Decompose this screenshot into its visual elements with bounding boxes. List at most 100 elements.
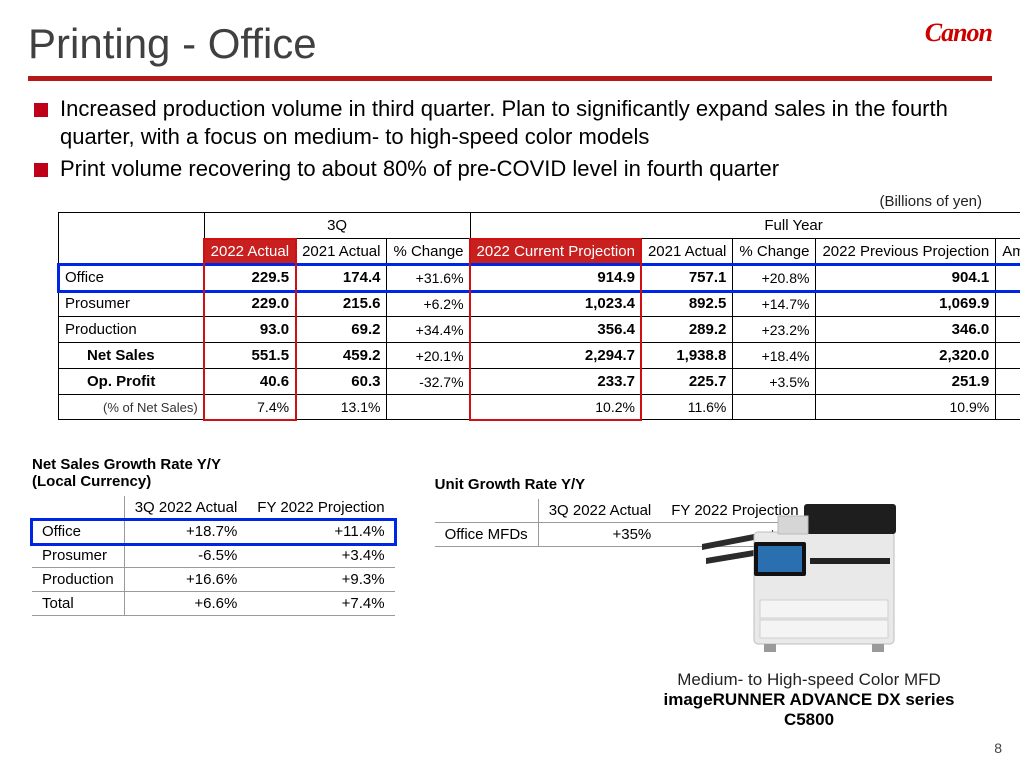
table-row: Prosumer-6.5%+3.4% <box>32 544 395 568</box>
group-header-fy: Full Year <box>470 213 1020 239</box>
col-pct-change-3q: % Change <box>387 239 470 265</box>
cell: 251.9 <box>816 369 996 395</box>
row-label: Prosumer <box>32 544 124 568</box>
cell: 1,069.9 <box>816 291 996 317</box>
cell: 229.0 <box>204 291 295 317</box>
cell: 2,294.7 <box>470 343 641 369</box>
col-2022-actual-3q: 2022 Actual <box>204 239 295 265</box>
cell: -32.7% <box>387 369 470 395</box>
col-label: 2022 Current Projection <box>477 243 635 260</box>
cell: +3.5% <box>733 369 816 395</box>
cell: 174.4 <box>296 265 387 291</box>
slide: Canon Printing - Office Increased produc… <box>0 0 1020 764</box>
cell: 289.2 <box>641 317 732 343</box>
financial-table: 3Q Full Year 2022 Actual 2021 Actual % C… <box>58 212 1020 420</box>
cell: 892.5 <box>641 291 732 317</box>
col-2022-prev-proj: 2022 Previous Projection <box>816 239 996 265</box>
table-row: Office229.5174.4+31.6%914.9757.1+20.8%90… <box>59 265 1020 291</box>
cell: 757.1 <box>641 265 732 291</box>
brand-logo: Canon <box>925 18 992 48</box>
cell: +20.1% <box>387 343 470 369</box>
row-label: Office <box>32 520 124 544</box>
row-label: Production <box>32 568 124 592</box>
cell <box>387 395 470 420</box>
cell <box>996 395 1020 420</box>
cell: +10.8 <box>996 265 1020 291</box>
table-row: Production93.069.2+34.4%356.4289.2+23.2%… <box>59 317 1020 343</box>
col-2022-proj-fy: 2022 Current Projection <box>470 239 641 265</box>
cell: 93.0 <box>204 317 295 343</box>
col-2021-actual-3q: 2021 Actual <box>296 239 387 265</box>
table-row: Prosumer229.0215.6+6.2%1,023.4892.5+14.7… <box>59 291 1020 317</box>
col-label: 2021 Actual <box>648 243 726 260</box>
bullet-item: Increased production volume in third qua… <box>34 95 992 151</box>
bullet-text: Increased production volume in third qua… <box>60 95 992 151</box>
cell: 229.5 <box>204 265 295 291</box>
group-header-3q: 3Q <box>204 213 470 239</box>
unit-note: (Billions of yen) <box>28 193 982 210</box>
cell: +7.4% <box>247 592 394 616</box>
row-label: Total <box>32 592 124 616</box>
main-table-wrap: 3Q Full Year 2022 Actual 2021 Actual % C… <box>58 212 988 420</box>
cell: 356.4 <box>470 317 641 343</box>
cell: 225.7 <box>641 369 732 395</box>
cell: 69.2 <box>296 317 387 343</box>
table-row: (% of Net Sales)7.4%13.1% 10.2%11.6% 10.9% <box>59 395 1020 420</box>
cell <box>733 395 816 420</box>
col-pct-change-fy: % Change <box>733 239 816 265</box>
product-caption-1: Medium- to High-speed Color MFD <box>644 670 974 690</box>
cell: 10.9% <box>816 395 996 420</box>
cell: +3.4% <box>247 544 394 568</box>
printer-icon <box>694 484 924 664</box>
cell: +20.8% <box>733 265 816 291</box>
page-title: Printing - Office <box>28 20 992 68</box>
row-label: Office MFDs <box>435 523 539 547</box>
row-label: (% of Net Sales) <box>59 395 205 420</box>
cell: 551.5 <box>204 343 295 369</box>
cell: 1,023.4 <box>470 291 641 317</box>
bullet-square-icon <box>34 163 48 177</box>
cell: 215.6 <box>296 291 387 317</box>
cell: +18.4% <box>733 343 816 369</box>
col-label: % Change <box>393 243 463 260</box>
bullet-text: Print volume recovering to about 80% of … <box>60 155 992 183</box>
cell: 7.4% <box>204 395 295 420</box>
col-2021-actual-fy: 2021 Actual <box>641 239 732 265</box>
col-label: FY 2022 Projection <box>247 496 394 520</box>
cell: +6.6% <box>124 592 247 616</box>
title-rule <box>28 76 992 81</box>
cell: +10.4 <box>996 317 1020 343</box>
table-row: Total+6.6%+7.4% <box>32 592 395 616</box>
product-caption-2: imageRUNNER ADVANCE DX series C5800 <box>644 690 974 730</box>
cell: 10.2% <box>470 395 641 420</box>
table-row: Net Sales551.5459.2+20.1%2,294.71,938.8+… <box>59 343 1020 369</box>
col-amount-change: Amount Change <box>996 239 1020 265</box>
net-sales-growth-table: 3Q 2022 Actual FY 2022 Projection Office… <box>32 496 395 616</box>
table-row: 3Q 2022 Actual FY 2022 Projection <box>32 496 395 520</box>
cell: -25.3 <box>996 343 1020 369</box>
cell: +9.3% <box>247 568 394 592</box>
bullet-square-icon <box>34 103 48 117</box>
cell: 13.1% <box>296 395 387 420</box>
cell: -6.5% <box>124 544 247 568</box>
col-label: 2021 Actual <box>302 243 380 260</box>
cell: -46.5 <box>996 291 1020 317</box>
cell: 904.1 <box>816 265 996 291</box>
row-label: Production <box>59 317 205 343</box>
cell: 1,938.8 <box>641 343 732 369</box>
product-block: Medium- to High-speed Color MFD imageRUN… <box>644 484 974 730</box>
cell: +16.6% <box>124 568 247 592</box>
cell: 60.3 <box>296 369 387 395</box>
bullet-item: Print volume recovering to about 80% of … <box>34 155 992 183</box>
row-label: Office <box>59 265 205 291</box>
row-label: Op. Profit <box>59 369 205 395</box>
bullet-list: Increased production volume in third qua… <box>34 95 992 183</box>
cell: +18.7% <box>124 520 247 544</box>
cell: 2,320.0 <box>816 343 996 369</box>
col-label: 3Q 2022 Actual <box>538 499 661 523</box>
sub-title: Net Sales Growth Rate Y/Y(Local Currency… <box>32 456 395 490</box>
cell: 11.6% <box>641 395 732 420</box>
table-row: Office+18.7%+11.4% <box>32 520 395 544</box>
net-sales-growth-block: Net Sales Growth Rate Y/Y(Local Currency… <box>32 456 395 616</box>
col-label: 2022 Previous Projection <box>822 243 989 260</box>
